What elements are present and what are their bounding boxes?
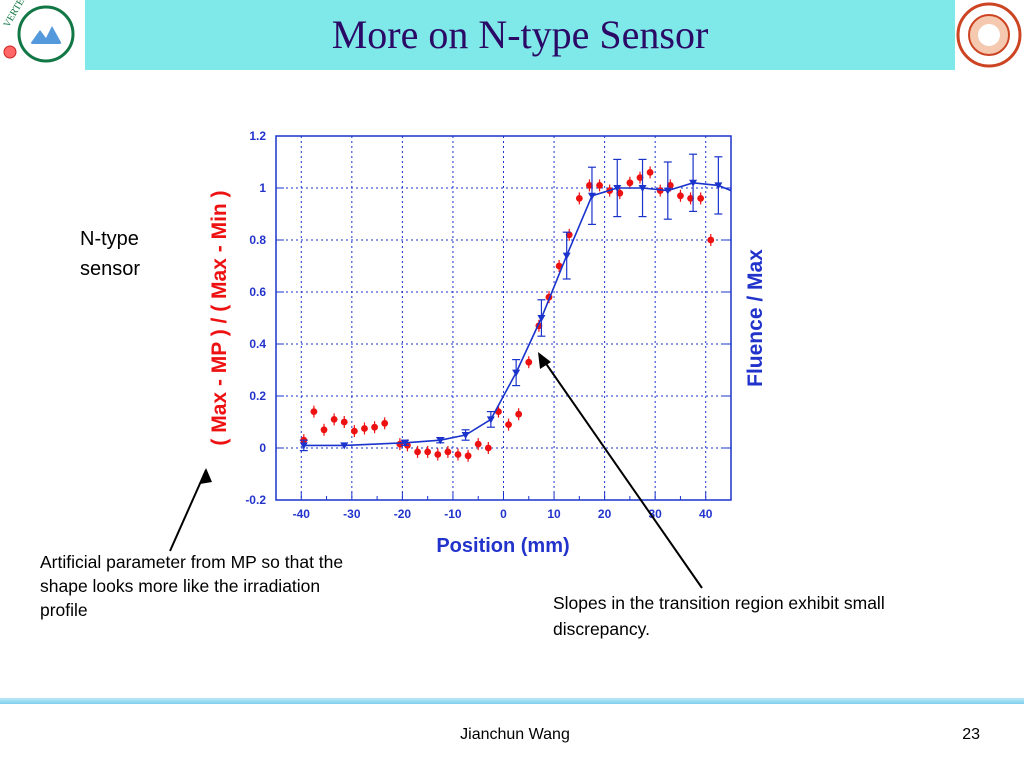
blue-data-point <box>486 416 495 424</box>
blue-data-point <box>714 182 723 190</box>
syracuse-seal-logo <box>955 0 1024 70</box>
annotation-arrowhead-left <box>200 468 212 484</box>
x-tick-label: 0 <box>500 507 507 521</box>
red-data-point <box>464 452 472 460</box>
red-data-point <box>636 174 644 182</box>
y-tick-label: 0.4 <box>249 337 266 351</box>
x-axis-label: Position (mm) <box>436 535 569 557</box>
red-data-point <box>371 423 378 431</box>
red-data-point <box>310 408 318 415</box>
annotation-arrow-left <box>169 469 207 552</box>
red-data-point <box>424 448 432 456</box>
blue-data-point <box>663 187 672 195</box>
footer-divider <box>0 698 1024 704</box>
red-data-point <box>484 444 492 452</box>
title-bar: More on N-type Sensor <box>85 0 955 70</box>
blue-data-point <box>537 315 546 322</box>
y-tick-label: -0.2 <box>245 493 266 507</box>
x-tick-label: -40 <box>293 507 311 521</box>
red-data-point <box>565 231 573 239</box>
y-tick-label: 0 <box>259 441 266 455</box>
chart-series <box>299 153 732 462</box>
y-tick-label: 0.8 <box>249 233 266 247</box>
red-data-point <box>687 195 694 202</box>
red-data-point <box>707 236 715 244</box>
red-data-point <box>697 195 705 202</box>
blue-data-point <box>562 252 571 260</box>
x-tick-label: -10 <box>444 507 462 521</box>
y-axis-label-left: ( Max - MP ) / ( Max - Min ) <box>208 190 231 445</box>
red-data-point <box>381 419 389 427</box>
red-data-point <box>666 182 674 189</box>
footer-author: Jianchun Wang <box>460 726 570 743</box>
y-tick-label: 0.6 <box>249 285 266 299</box>
y-tick-label: 1 <box>259 181 266 195</box>
blue-series-line <box>303 181 732 447</box>
red-data-point <box>586 182 593 189</box>
red-data-point <box>350 427 358 435</box>
red-data-point <box>555 262 563 270</box>
note-artificial-parameter: Artificial parameter from MP so that the… <box>40 552 344 620</box>
x-tick-label: 20 <box>598 507 612 521</box>
red-data-point <box>626 179 634 187</box>
red-data-point <box>320 426 328 434</box>
red-data-point <box>515 410 523 418</box>
blue-data-point <box>512 369 521 377</box>
x-tick-label: 40 <box>699 507 713 521</box>
annotation-arrow-right <box>539 354 703 589</box>
red-data-point <box>505 421 512 428</box>
page-number: 23 <box>962 726 980 743</box>
annotation-arrowhead-right <box>538 352 551 369</box>
red-data-point <box>596 182 603 189</box>
y-tick-label: 0.2 <box>249 389 266 403</box>
blue-data-point <box>613 185 622 192</box>
red-data-point <box>575 195 583 202</box>
blue-data-point <box>436 437 445 445</box>
red-data-point <box>330 416 338 423</box>
x-tick-label: 10 <box>547 507 561 521</box>
red-data-point <box>646 169 654 176</box>
red-data-point <box>361 425 368 432</box>
blue-data-point <box>638 185 647 192</box>
red-data-point <box>616 189 624 197</box>
red-data-point <box>525 358 533 366</box>
red-data-point <box>434 451 442 458</box>
red-data-point <box>474 440 482 448</box>
blue-data-point <box>299 442 308 450</box>
red-data-point <box>414 448 421 456</box>
sensor-label: N-type sensor <box>80 228 141 280</box>
y-axis-label-right: Fluence / Max <box>744 249 767 387</box>
blue-data-point <box>340 442 349 450</box>
red-data-point <box>454 451 462 458</box>
x-tick-label: -30 <box>343 507 361 521</box>
axis-ticks: -40 -30 -20 -10 0 10 20 30 40-0.200.20.40.60.811… <box>245 129 732 521</box>
red-data-point <box>444 448 452 456</box>
slide-title: More on N-type Sensor <box>331 12 709 57</box>
vertex-locator-logo: VERTEX <box>0 0 85 70</box>
blue-data-point <box>461 432 470 439</box>
blue-data-point <box>587 192 596 200</box>
note-slopes-discrepancy: Slopes in the transition region exhibit … <box>553 593 885 639</box>
red-data-point <box>677 192 684 200</box>
y-tick-label: 1.2 <box>249 129 266 143</box>
red-data-point <box>340 418 348 426</box>
blue-data-point <box>689 179 698 187</box>
blue-data-point <box>400 439 409 447</box>
x-tick-label: -20 <box>394 507 412 521</box>
chart: -40 -30 -20 -10 0 10 20 30 40-0.200.20.40.60.811… <box>169 129 767 589</box>
